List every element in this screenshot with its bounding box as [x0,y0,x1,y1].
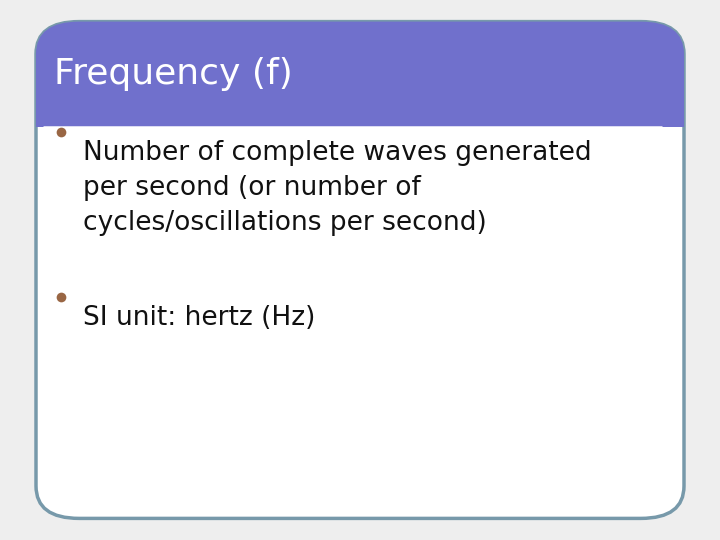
Text: Frequency (f): Frequency (f) [54,57,293,91]
Bar [36,74,684,127]
FancyBboxPatch shape [36,22,684,518]
Text: SI unit: hertz (Hz): SI unit: hertz (Hz) [83,305,315,331]
Text: Number of complete waves generated
per second (or number of
cycles/oscillations : Number of complete waves generated per s… [83,140,591,237]
FancyBboxPatch shape [36,22,684,127]
